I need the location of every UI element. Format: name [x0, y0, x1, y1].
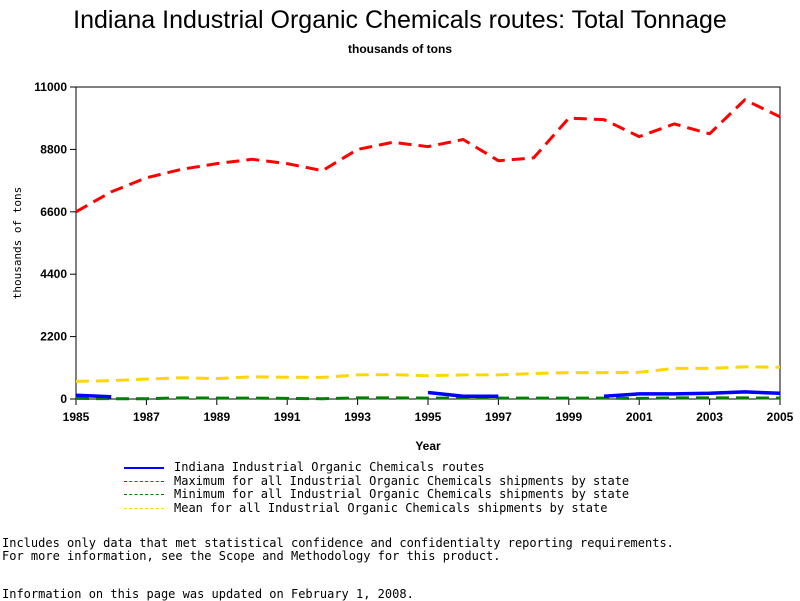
- legend-label: Mean for all Industrial Organic Chemical…: [174, 500, 608, 515]
- plot-frame: [75, 86, 781, 400]
- series-line-0: [75, 393, 112, 399]
- x-tick-label: 1995: [415, 410, 442, 424]
- y-tick-label: 6600: [40, 205, 67, 219]
- series-line-2: [75, 396, 781, 401]
- footnote-updated: Information on this page was updated on …: [2, 587, 414, 601]
- y-axis-label: thousands of tons: [11, 187, 24, 300]
- y-tick-label: 0: [60, 392, 67, 406]
- x-tick-label: 1985: [63, 410, 90, 424]
- x-tick-label: 1987: [133, 410, 160, 424]
- series-line-0: [603, 390, 781, 398]
- y-tick-label: 11000: [34, 80, 67, 94]
- x-tick-label: 1997: [485, 410, 512, 424]
- x-tick-label: 2003: [696, 410, 723, 424]
- series-line-1: [75, 98, 781, 214]
- x-tick-label: 1989: [203, 410, 230, 424]
- chart-title: Indiana Industrial Organic Chemicals rou…: [73, 6, 727, 34]
- y-tick-label: 2200: [40, 330, 67, 344]
- x-tick-label: 1999: [555, 410, 582, 424]
- legend-item: Indiana Industrial Organic Chemicals rou…: [124, 460, 629, 475]
- x-axis-label: Year: [415, 439, 441, 453]
- legend-label: Indiana Industrial Organic Chemicals rou…: [174, 460, 485, 474]
- footnote-reporting: Includes only data that met statistical …: [2, 536, 674, 550]
- y-tick-label: 8800: [40, 142, 67, 156]
- legend-label: Minimum for all Industrial Organic Chemi…: [174, 487, 630, 501]
- chart-subtitle: thousands of tons: [348, 42, 452, 56]
- legend-item: Maximum for all Industrial Organic Chemi…: [124, 473, 630, 489]
- x-tick-label: 1993: [344, 410, 371, 424]
- x-tick-label: 1991: [274, 410, 301, 424]
- legend-item: Minimum for all Industrial Organic Chemi…: [124, 487, 630, 502]
- legend-label: Maximum for all Industrial Organic Chemi…: [174, 473, 630, 488]
- footnote-methodology: For more information, see the Scope and …: [2, 549, 501, 563]
- series-line-3: [75, 365, 781, 383]
- legend-swatch: [124, 507, 164, 509]
- series-line-0: [427, 390, 499, 398]
- legend-swatch: [124, 466, 164, 469]
- x-tick-label: 2005: [767, 410, 794, 424]
- chart-legend: Indiana Industrial Organic Chemicals rou…: [124, 460, 630, 516]
- legend-swatch: [124, 480, 164, 482]
- y-tick-label: 4400: [40, 267, 67, 281]
- legend-item: Mean for all Industrial Organic Chemical…: [124, 500, 629, 516]
- legend-swatch: [124, 494, 164, 496]
- x-tick-label: 2001: [626, 410, 653, 424]
